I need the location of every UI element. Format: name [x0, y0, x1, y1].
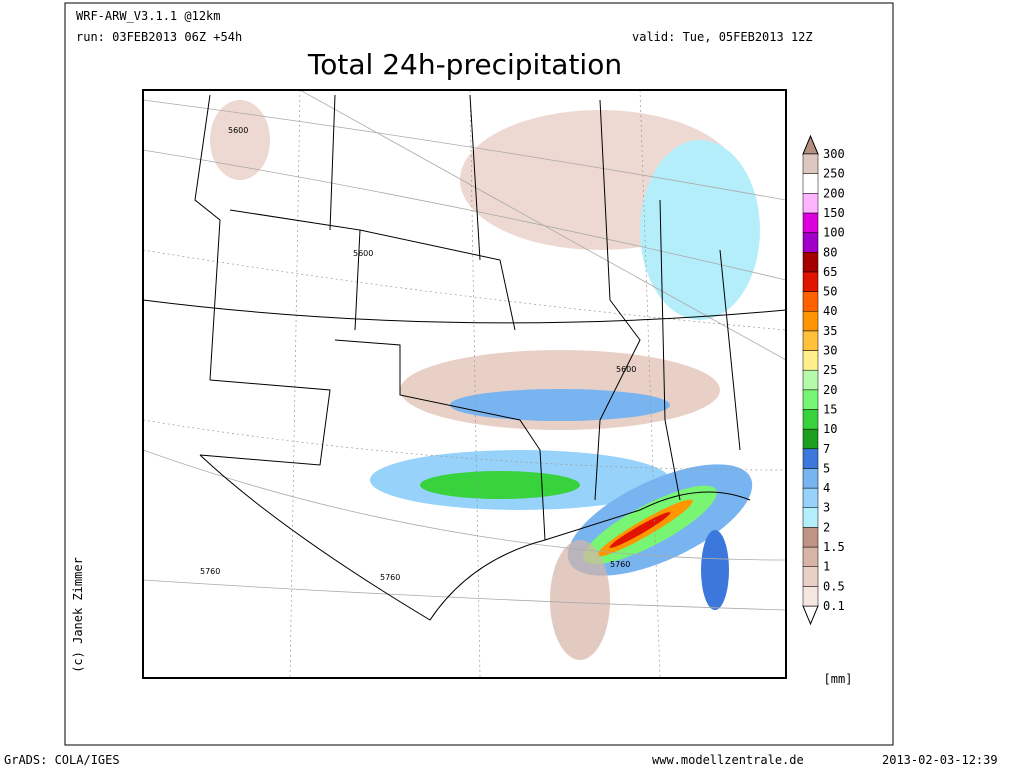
- colorbar-box: [802, 409, 819, 430]
- colorbar-box: [802, 193, 819, 214]
- colorbar-label: 50: [823, 285, 837, 299]
- colorbar-box: [802, 291, 819, 312]
- colorbar-label: 100: [823, 226, 845, 240]
- footer-right: 2013-02-03-12:39: [882, 753, 998, 767]
- colorbar-box: [802, 271, 819, 292]
- colorbar-box: [802, 369, 819, 391]
- colorbar-label: 2: [823, 520, 830, 534]
- colorbar-box: [802, 566, 819, 587]
- colorbar-label: 7: [823, 442, 830, 456]
- colorbar-box: [802, 212, 819, 233]
- colorbar-box: [802, 546, 819, 567]
- colorbar-label: 0.5: [823, 579, 845, 593]
- colorbar-label: 300: [823, 147, 845, 161]
- colorbar-label: 80: [823, 245, 837, 259]
- colorbar-box: [802, 350, 819, 371]
- colorbar-label: 1.5: [823, 540, 845, 554]
- colorbar-box: [802, 586, 819, 607]
- contour-label: 5760: [200, 567, 220, 576]
- colorbar-box: [802, 330, 819, 351]
- colorbar-box: [802, 310, 819, 332]
- colorbar-label: 25: [823, 363, 837, 377]
- contour-label: 5600: [616, 365, 636, 374]
- colorbar-label: 10: [823, 422, 837, 436]
- outer-frame: [64, 2, 894, 746]
- footer-center: www.modellzentrale.de: [652, 753, 804, 767]
- contour-label: 5760: [380, 573, 400, 582]
- colorbar-box: [802, 252, 819, 273]
- credit: (c) Janek Zimmer: [71, 557, 85, 673]
- colorbar-label: 35: [823, 324, 837, 338]
- contour-label: 5600: [228, 126, 248, 135]
- colorbar-end: [802, 605, 819, 626]
- valid-label: valid: Tue, 05FEB2013 12Z: [632, 30, 813, 44]
- colorbar-end: [802, 134, 819, 155]
- colorbar-label: 40: [823, 304, 837, 318]
- colorbar-label: 5: [823, 461, 830, 475]
- colorbar-label: 20: [823, 383, 837, 397]
- colorbar-label: 3: [823, 501, 830, 515]
- colorbar-box: [802, 153, 819, 174]
- colorbar-label: 4: [823, 481, 830, 495]
- colorbar-box: [802, 428, 819, 450]
- colorbar-box: [802, 389, 819, 410]
- model-label: WRF-ARW_V3.1.1 @12km: [76, 9, 221, 23]
- colorbar-box: [802, 232, 819, 253]
- colorbar-box: [802, 507, 819, 528]
- contour-label: 5760: [610, 560, 630, 569]
- colorbar-label: 65: [823, 265, 837, 279]
- colorbar-label: 0.1: [823, 599, 845, 613]
- map: 5600 5600 5600 5760 5760 5760: [142, 89, 787, 679]
- contour-label: 5600: [353, 249, 373, 258]
- colorbar-label: 200: [823, 186, 845, 200]
- colorbar: 0.1 0.5 1 1.5 2 3 4 5 7 10 15 20 25 30 35 40 50 65 80 100 15…: [802, 134, 845, 626]
- colorbar-label: 250: [823, 167, 845, 181]
- colorbar-label: 30: [823, 344, 837, 358]
- colorbar-box: [802, 173, 819, 194]
- map-frame: [142, 89, 787, 679]
- colorbar-box: [802, 448, 819, 469]
- map-title: Total 24h-precipitation: [307, 48, 622, 81]
- colorbar-label: 150: [823, 206, 845, 220]
- colorbar-box: [802, 468, 819, 489]
- footer-left: GrADS: COLA/IGES: [4, 753, 120, 767]
- colorbar-box: [802, 527, 819, 548]
- colorbar-label: 15: [823, 402, 837, 416]
- run-label: run: 03FEB2013 06Z +54h: [76, 30, 242, 44]
- unit-label: [mm]: [824, 672, 853, 686]
- colorbar-label: 1: [823, 560, 830, 574]
- colorbar-box: [802, 487, 819, 508]
